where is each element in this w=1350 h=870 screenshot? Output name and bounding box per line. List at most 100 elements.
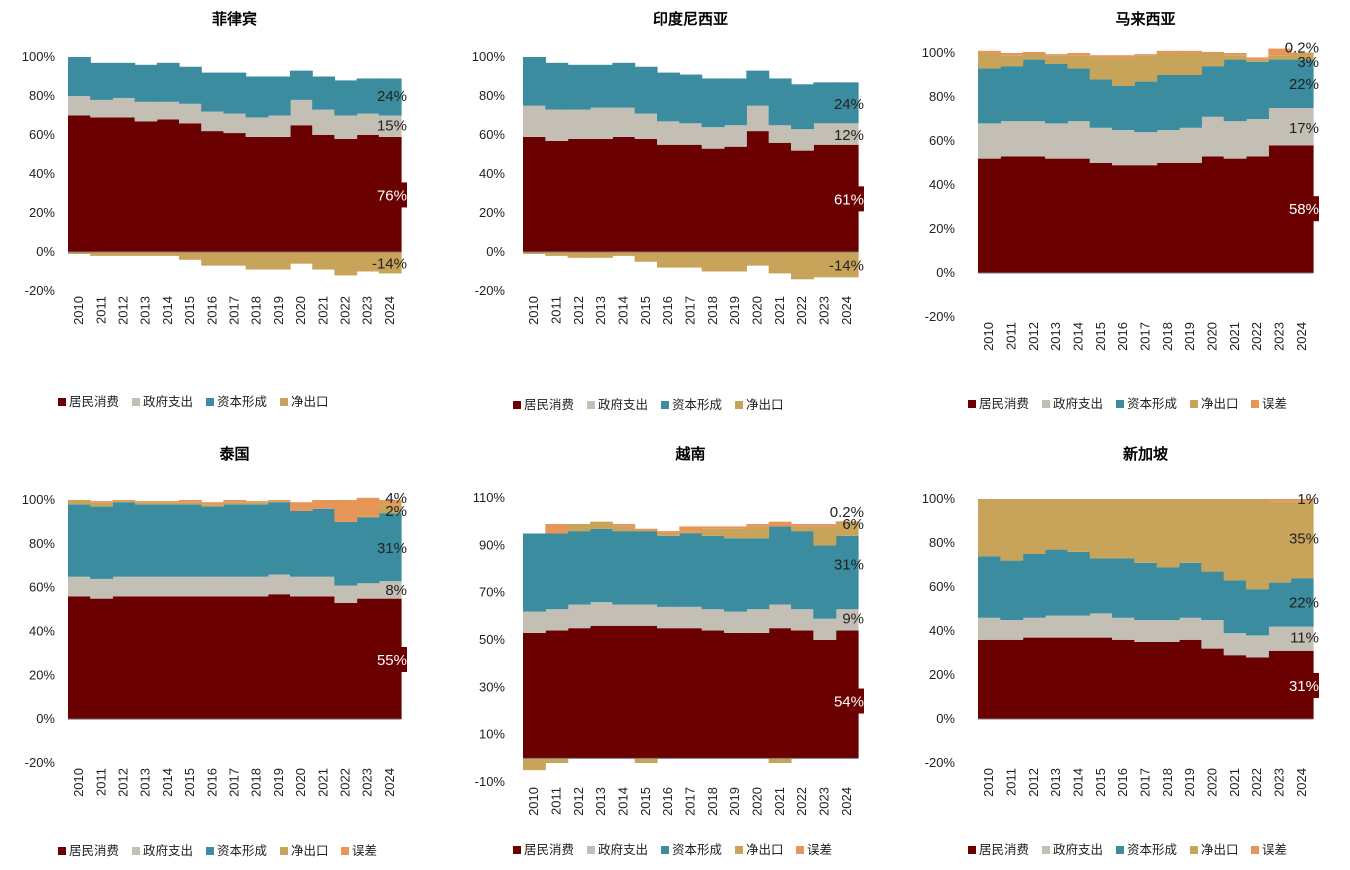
- area-segment-government: [1156, 130, 1180, 163]
- x-tick-label: 2024: [1294, 768, 1309, 797]
- area-segment-investment: [134, 504, 158, 577]
- area-segment-government: [1089, 127, 1113, 163]
- x-tick-label: 2021: [1227, 768, 1242, 797]
- area-segment-government: [223, 576, 247, 597]
- area-segment-investment: [813, 82, 837, 124]
- area-segment-government: [134, 101, 158, 122]
- area-segment-investment: [156, 62, 180, 102]
- area-segment-government: [657, 606, 680, 629]
- area-segment-investment: [378, 513, 402, 582]
- x-tick-label: 2013: [1048, 322, 1063, 351]
- area-segment-error: [1045, 54, 1068, 56]
- area-segment-net_exports: [746, 526, 770, 539]
- area-segment-government: [523, 611, 546, 633]
- area-segment-net_exports: [1067, 55, 1091, 69]
- area-segment-government: [1156, 620, 1180, 642]
- area-segment-error: [223, 500, 247, 503]
- area-segment-government: [1022, 121, 1046, 157]
- legend-label: 净出口: [291, 394, 329, 409]
- legend-swatch: [1251, 400, 1259, 408]
- area-segment-investment: [1290, 59, 1314, 108]
- legend-label: 政府支出: [1053, 842, 1103, 857]
- x-tick-label: 2024: [382, 296, 397, 325]
- area-segment-consumption: [334, 138, 358, 252]
- area-segment-net_exports: [201, 504, 224, 507]
- area-segment-consumption: [267, 594, 291, 720]
- area-segment-investment: [223, 504, 247, 577]
- area-segment-consumption: [201, 131, 224, 252]
- area-segment-error: [1290, 499, 1314, 502]
- area-segment-consumption: [90, 117, 113, 252]
- value-label: 58%: [1289, 201, 1319, 218]
- area-segment-net_exports: [1223, 499, 1247, 581]
- area-segment-consumption: [1246, 156, 1269, 273]
- area-segment-error: [746, 524, 770, 527]
- y-tick-label: 20%: [479, 205, 505, 220]
- x-tick-label: 2013: [593, 296, 608, 325]
- area-segment-error: [1112, 55, 1135, 58]
- legend-label: 净出口: [291, 843, 329, 858]
- area-segment-error: [378, 500, 402, 505]
- area-segment-consumption: [134, 121, 158, 252]
- area-segment-consumption: [657, 628, 680, 759]
- area-segment-government: [679, 606, 703, 629]
- area-segment-government: [1223, 121, 1247, 159]
- x-tick-label: 2017: [1138, 768, 1153, 797]
- area-segment-government: [612, 107, 636, 137]
- area-segment-investment: [134, 64, 158, 102]
- value-label-bg: [812, 688, 864, 714]
- area-segment-government: [1045, 123, 1068, 159]
- area-segment-error: [1067, 53, 1091, 56]
- area-segment-net_exports: [545, 252, 569, 256]
- area-segment-government: [567, 604, 591, 629]
- area-segment-government: [1201, 620, 1225, 649]
- area-segment-investment: [1156, 75, 1180, 130]
- x-tick-label: 2012: [1026, 768, 1041, 797]
- area-segment-investment: [1045, 549, 1068, 616]
- area-segment-consumption: [791, 630, 814, 759]
- x-tick-label: 2016: [1115, 768, 1130, 797]
- area-segment-investment: [1067, 551, 1091, 616]
- area-segment-net_exports: [267, 501, 291, 503]
- area-segment-net_exports: [68, 500, 91, 505]
- area-segment-error: [179, 500, 202, 503]
- area-segment-consumption: [1000, 639, 1024, 719]
- area-segment-consumption: [1134, 642, 1158, 719]
- y-tick-label: 30%: [479, 679, 505, 694]
- legend-swatch: [132, 398, 140, 406]
- area-segment-net_exports: [378, 252, 402, 274]
- x-tick-label: 2020: [1205, 768, 1220, 797]
- legend-label: 居民消费: [524, 842, 574, 857]
- area-segment-government: [978, 617, 1001, 640]
- value-label: 2%: [385, 503, 407, 520]
- area-segment-investment: [90, 62, 113, 100]
- area-segment-net_exports: [1179, 53, 1202, 75]
- x-tick-label: 2019: [1182, 768, 1197, 797]
- area-segment-investment: [1290, 578, 1314, 627]
- area-segment-error: [978, 50, 1001, 53]
- area-segment-investment: [201, 506, 224, 577]
- area-segment-government: [1000, 620, 1024, 640]
- area-segment-investment: [1045, 64, 1068, 124]
- area-segment-net_exports: [378, 504, 402, 514]
- area-segment-consumption: [1179, 639, 1202, 719]
- area-segment-consumption: [701, 148, 725, 252]
- y-tick-label: 60%: [929, 579, 955, 594]
- chart-philippines: 菲律宾 100% 80% 60% 40% 20% 0% -20% 2010 2011 2012 201…: [0, 0, 450, 435]
- area-segment-consumption: [156, 119, 180, 253]
- area-segment-investment: [112, 62, 136, 98]
- x-tick-label: 2010: [981, 322, 996, 351]
- area-segment-investment: [746, 538, 770, 610]
- x-tick-label: 2011: [1004, 322, 1019, 350]
- x-tick-label: 2023: [1272, 322, 1287, 351]
- area-segment-investment: [634, 531, 658, 605]
- area-segment-government: [1290, 108, 1314, 146]
- area-segment-net_exports: [634, 758, 658, 764]
- value-label: 31%: [377, 540, 407, 557]
- legend-swatch: [796, 846, 804, 854]
- area-segment-consumption: [1179, 163, 1202, 273]
- x-tick-label: 2024: [382, 768, 397, 797]
- value-label: 35%: [1289, 531, 1319, 548]
- area-segment-net_exports: [290, 252, 313, 264]
- area-segment-net_exports: [701, 528, 725, 536]
